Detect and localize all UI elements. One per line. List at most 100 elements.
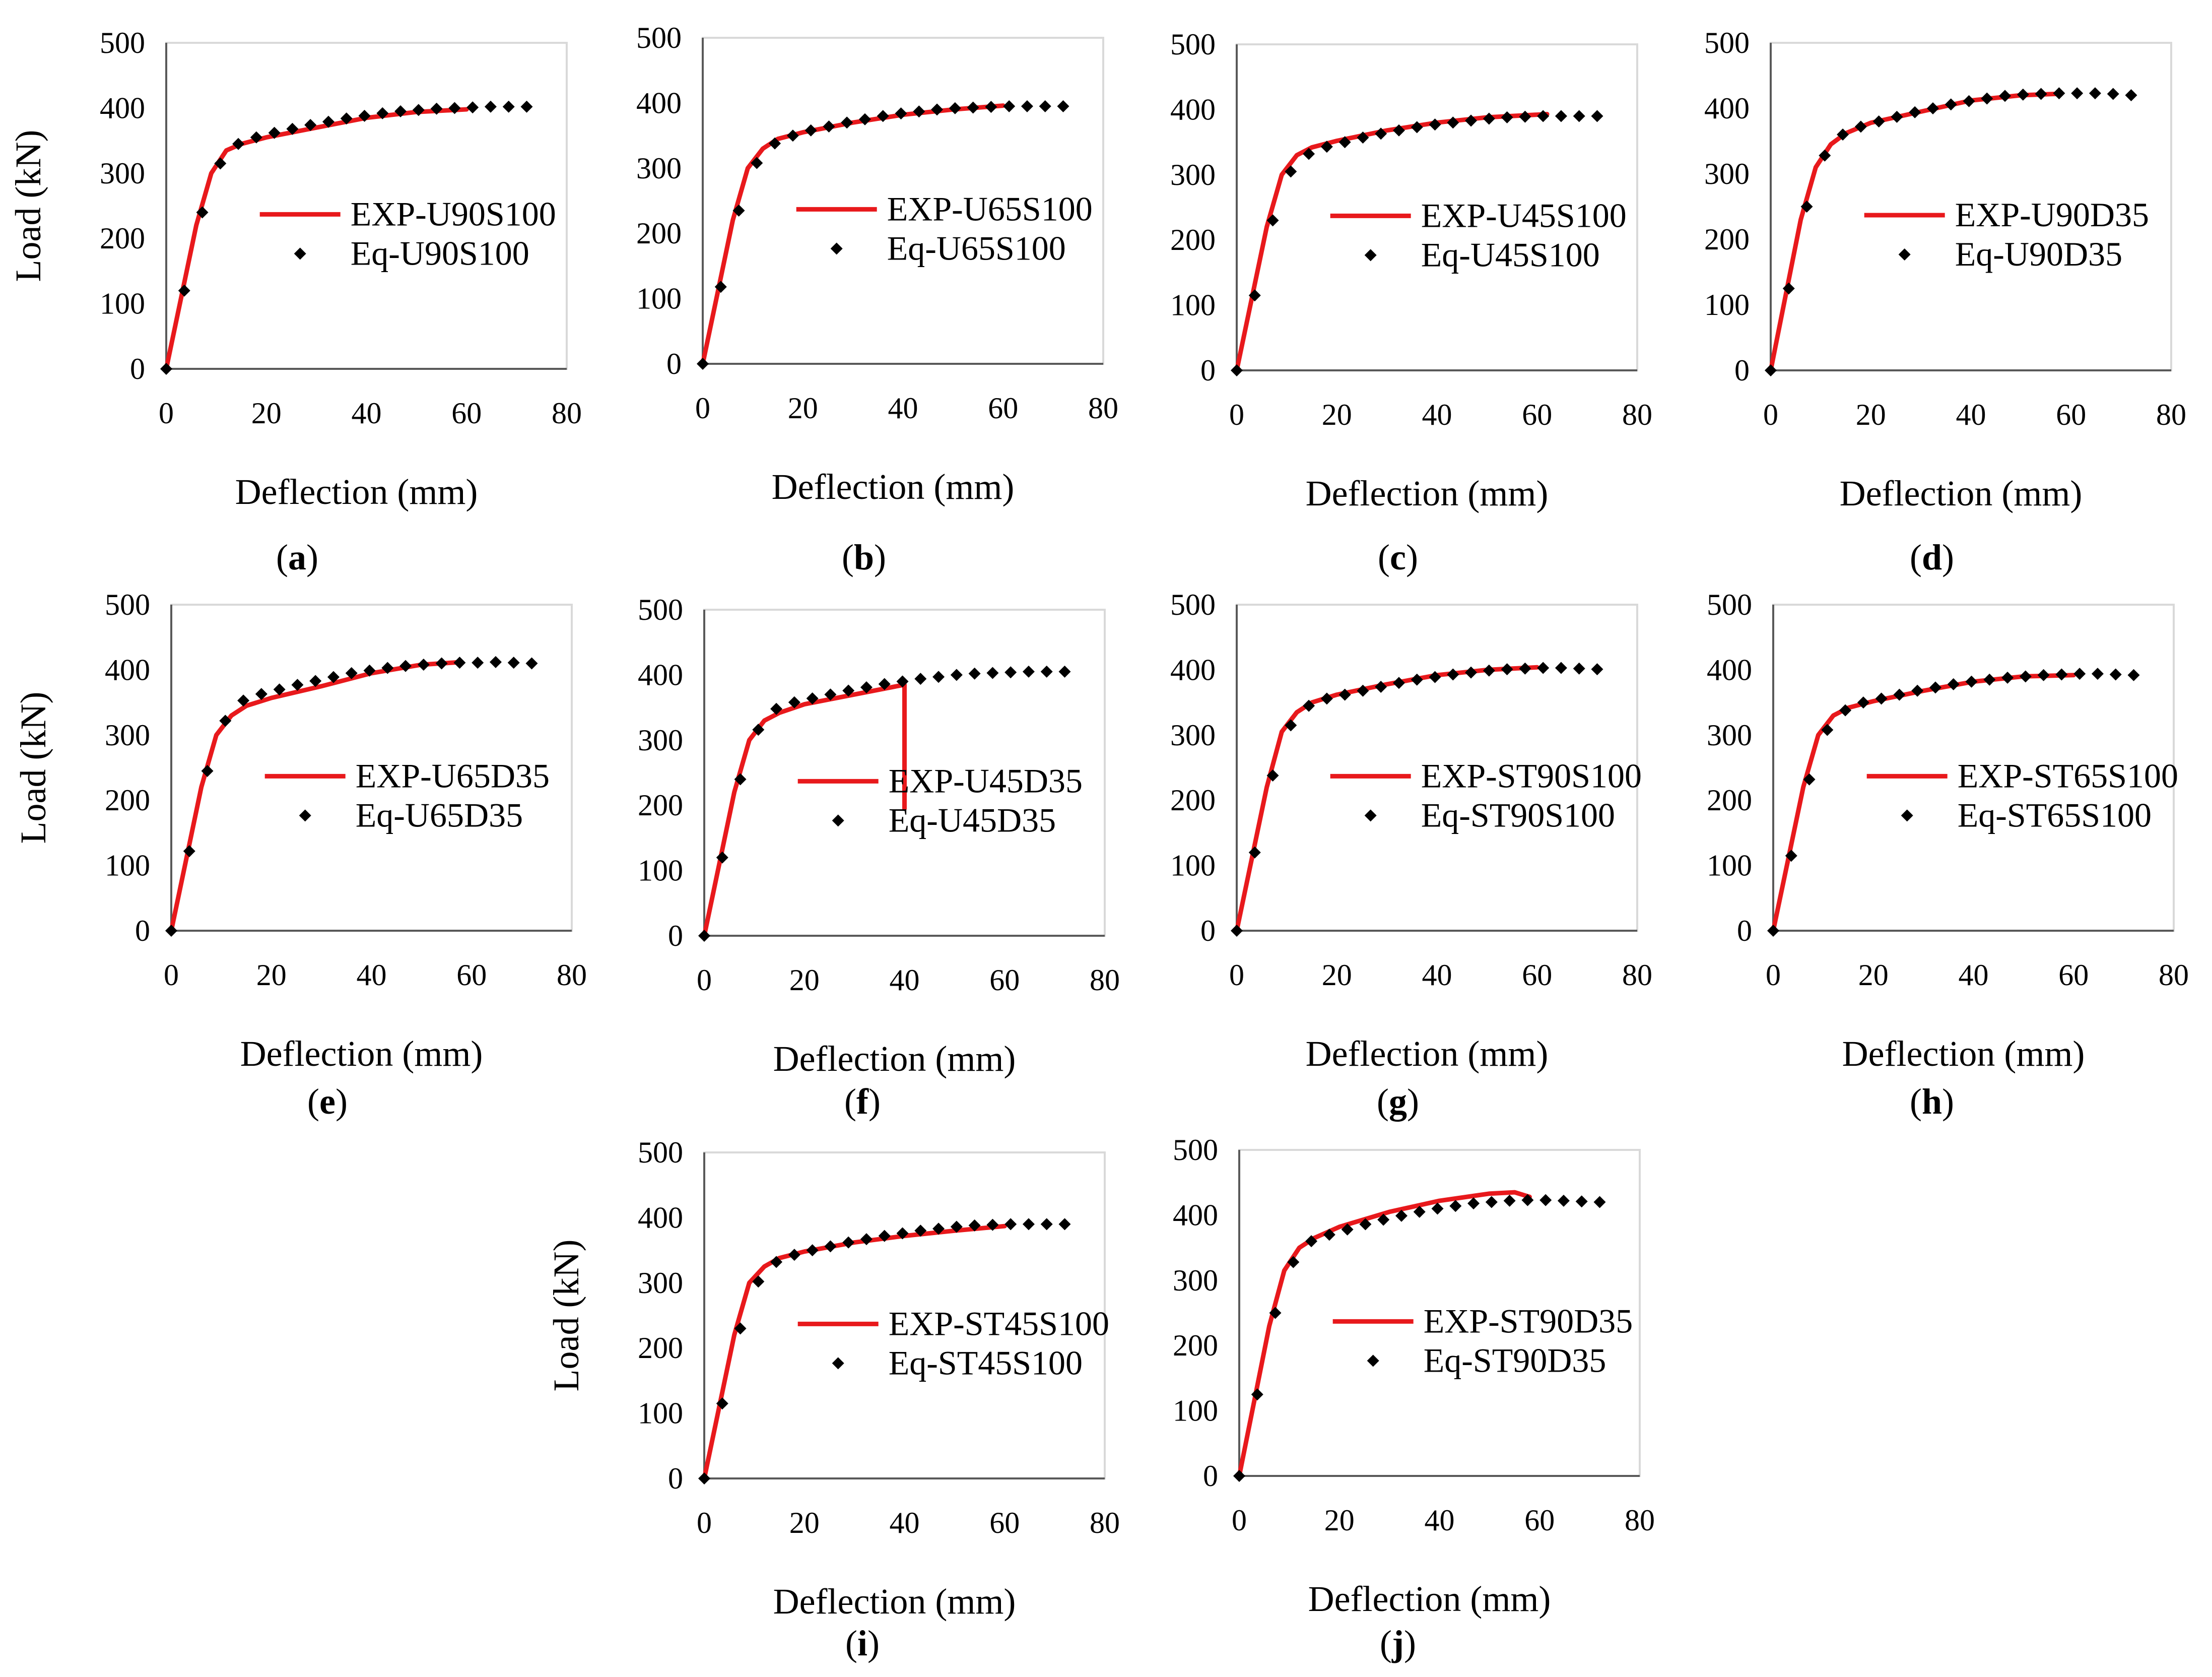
y-tick-label: 0 [1203, 1459, 1218, 1493]
data-point-Eq-U45S100 [1555, 110, 1567, 122]
data-point-Eq-ST90S100 [1320, 692, 1333, 705]
x-tick-label: 80 [1622, 958, 1652, 992]
data-point-Eq-U90S100 [466, 101, 479, 114]
data-point-Eq-ST65S100 [1893, 688, 1906, 701]
data-point-Eq-ST90S100 [1447, 668, 1459, 681]
data-point-Eq-U45D35 [968, 667, 981, 680]
data-point-Eq-ST65S100 [1767, 925, 1779, 937]
data-point-Eq-U65S100 [895, 107, 907, 120]
data-point-Eq-ST90S100 [1537, 662, 1550, 674]
x-tick-label: 80 [557, 958, 587, 992]
data-point-Eq-ST45S100 [698, 1472, 710, 1485]
data-point-Eq-ST65S100 [2073, 668, 2086, 680]
data-point-Eq-U65D35 [255, 688, 267, 700]
data-point-Eq-ST90D35 [1377, 1213, 1390, 1226]
panel-caption: (e) [307, 1081, 348, 1122]
data-point-Eq-ST90S100 [1231, 925, 1243, 937]
x-tick-label: 60 [2056, 398, 2086, 431]
y-tick-label: 0 [668, 919, 683, 952]
legend-entry-equation: Eq-ST45S100 [889, 1343, 1083, 1382]
data-point-Eq-ST90S100 [1591, 663, 1603, 676]
data-point-Eq-U45S100 [1591, 110, 1603, 122]
y-tick-label: 400 [100, 91, 145, 124]
data-point-Eq-U45D35 [932, 671, 945, 683]
data-point-Eq-U90S100 [160, 363, 172, 375]
series-line-EXP-U45D35 [702, 682, 907, 938]
data-point-Eq-ST45S100 [1058, 1218, 1071, 1231]
x-tick-label: 60 [456, 958, 487, 992]
data-point-Eq-ST90D35 [1395, 1209, 1407, 1222]
legend-entry-equation: Eq-U45S100 [1421, 235, 1600, 274]
data-point-Eq-U45S100 [1447, 116, 1459, 129]
chart-panel-a: 0 100 200 300 400 500 0 20 40 60 80 Deflection (mm)… [8, 26, 582, 577]
data-point-Eq-U45D35 [914, 673, 927, 685]
data-point-Eq-ST65S100 [2037, 669, 2050, 681]
y-tick-label: 200 [1704, 223, 1750, 256]
legend-entry-experimental: EXP-U65D35 [356, 756, 550, 795]
data-point-Eq-ST90S100 [1465, 666, 1478, 679]
x-tick-label: 60 [988, 392, 1018, 425]
data-point-Eq-U65S100 [949, 102, 961, 114]
legend-entry-experimental: EXP-U90S100 [351, 195, 556, 233]
data-point-Eq-U45D35 [878, 678, 891, 690]
data-point-Eq-ST45S100 [842, 1236, 855, 1249]
data-point-Eq-U45S100 [1285, 165, 1297, 178]
x-tick-label: 20 [789, 963, 820, 997]
y-tick-label: 500 [1704, 26, 1750, 59]
data-point-Eq-ST45S100 [734, 1322, 747, 1335]
data-point-Eq-ST45S100 [860, 1233, 873, 1246]
data-point-Eq-ST90S100 [1357, 684, 1369, 697]
x-tick-label: 40 [1425, 1504, 1455, 1537]
data-point-Eq-U45S100 [1320, 141, 1333, 153]
data-point-Eq-ST45S100 [932, 1222, 945, 1235]
data-point-Eq-U45S100 [1231, 364, 1243, 376]
y-tick-label: 0 [1737, 914, 1752, 947]
data-point-Eq-U45D35 [950, 669, 963, 681]
data-point-Eq-ST90S100 [1338, 688, 1351, 701]
data-point-Eq-ST65S100 [1911, 684, 1924, 697]
data-point-Eq-ST90S100 [1411, 673, 1423, 686]
data-point-Eq-ST65S100 [2055, 668, 2068, 681]
data-point-Eq-U45S100 [1537, 110, 1550, 122]
data-point-Eq-ST65S100 [1875, 692, 1888, 705]
data-point-Eq-U90D35 [1872, 115, 1885, 127]
data-point-Eq-U90S100 [520, 100, 533, 113]
data-point-Eq-U65S100 [841, 116, 853, 129]
data-point-Eq-U45D35 [770, 702, 783, 715]
x-tick-label: 80 [2156, 398, 2186, 431]
data-point-Eq-U65S100 [805, 124, 817, 137]
x-tick-label: 80 [1088, 392, 1118, 425]
x-tick-label: 40 [352, 397, 382, 430]
x-tick-label: 0 [697, 1506, 712, 1539]
chart-panel-b: 0 100 200 300 400 500 0 20 40 60 80 Deflection (mm)… [636, 21, 1118, 577]
y-tick-label: 300 [1707, 719, 1752, 752]
x-tick-label: 40 [1422, 398, 1452, 431]
data-point-Eq-ST45S100 [1022, 1218, 1035, 1231]
data-point-Eq-U65S100 [913, 105, 925, 118]
x-tick-label: 40 [890, 963, 920, 997]
data-point-Eq-U65S100 [985, 101, 997, 113]
x-tick-label: 40 [1959, 958, 1989, 992]
x-tick-label: 0 [164, 958, 179, 992]
data-point-Eq-U90S100 [304, 119, 317, 132]
x-tick-label: 20 [1322, 398, 1352, 431]
data-point-Eq-U90D35 [1854, 120, 1867, 133]
data-point-Eq-ST45S100 [1004, 1218, 1017, 1231]
x-axis-title: Deflection (mm) [1308, 1579, 1551, 1619]
data-point-Eq-U65D35 [525, 657, 538, 670]
data-point-Eq-U90D35 [1945, 98, 1957, 111]
legend-swatch-marker [830, 242, 843, 255]
data-point-Eq-ST65S100 [1965, 675, 1978, 688]
data-point-Eq-ST90D35 [1305, 1235, 1318, 1248]
y-tick-label: 100 [1704, 288, 1750, 321]
data-point-Eq-U65D35 [417, 659, 430, 671]
data-point-Eq-ST90S100 [1519, 662, 1531, 675]
data-point-Eq-U90D35 [2089, 87, 2101, 100]
x-tick-label: 0 [1229, 958, 1244, 992]
